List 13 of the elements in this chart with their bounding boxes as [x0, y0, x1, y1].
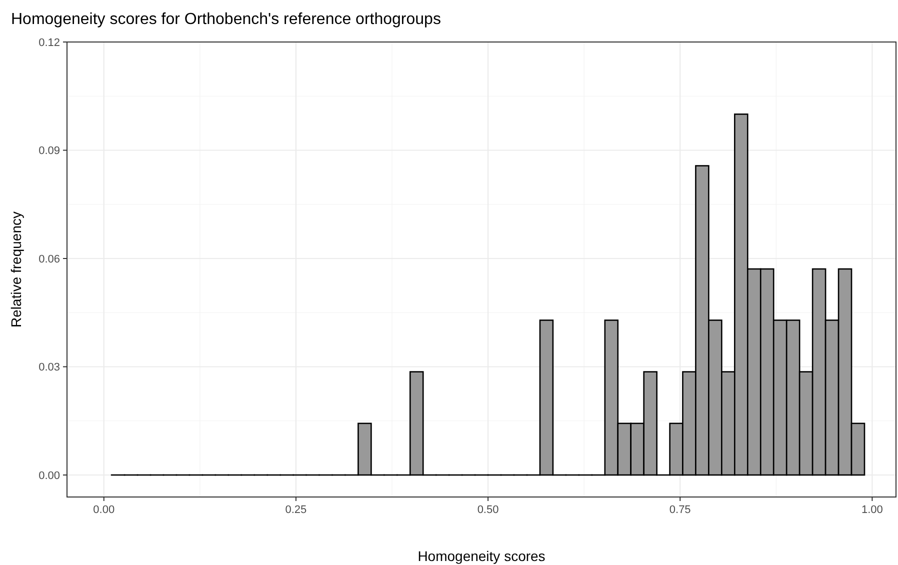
- x-tick-label: 1.00: [861, 504, 883, 516]
- y-tick-label: 0.09: [38, 145, 60, 158]
- x-tick-label: 0.25: [285, 504, 307, 516]
- y-axis-title: Relative frequency: [8, 212, 24, 328]
- y-tick-label: 0.06: [38, 253, 60, 266]
- y-tick-label: 0.00: [38, 470, 60, 482]
- x-axis-title: Homogeneity scores: [418, 548, 546, 564]
- y-tick-label: 0.03: [38, 362, 60, 374]
- chart-title: Homogeneity scores for Orthobench's reference orthogroups: [11, 11, 441, 28]
- y-tick-label: 0.12: [38, 37, 60, 49]
- x-tick-label: 0.75: [669, 504, 691, 516]
- x-tick-label: 0.50: [477, 504, 499, 516]
- x-tick-label: 0.00: [93, 504, 115, 516]
